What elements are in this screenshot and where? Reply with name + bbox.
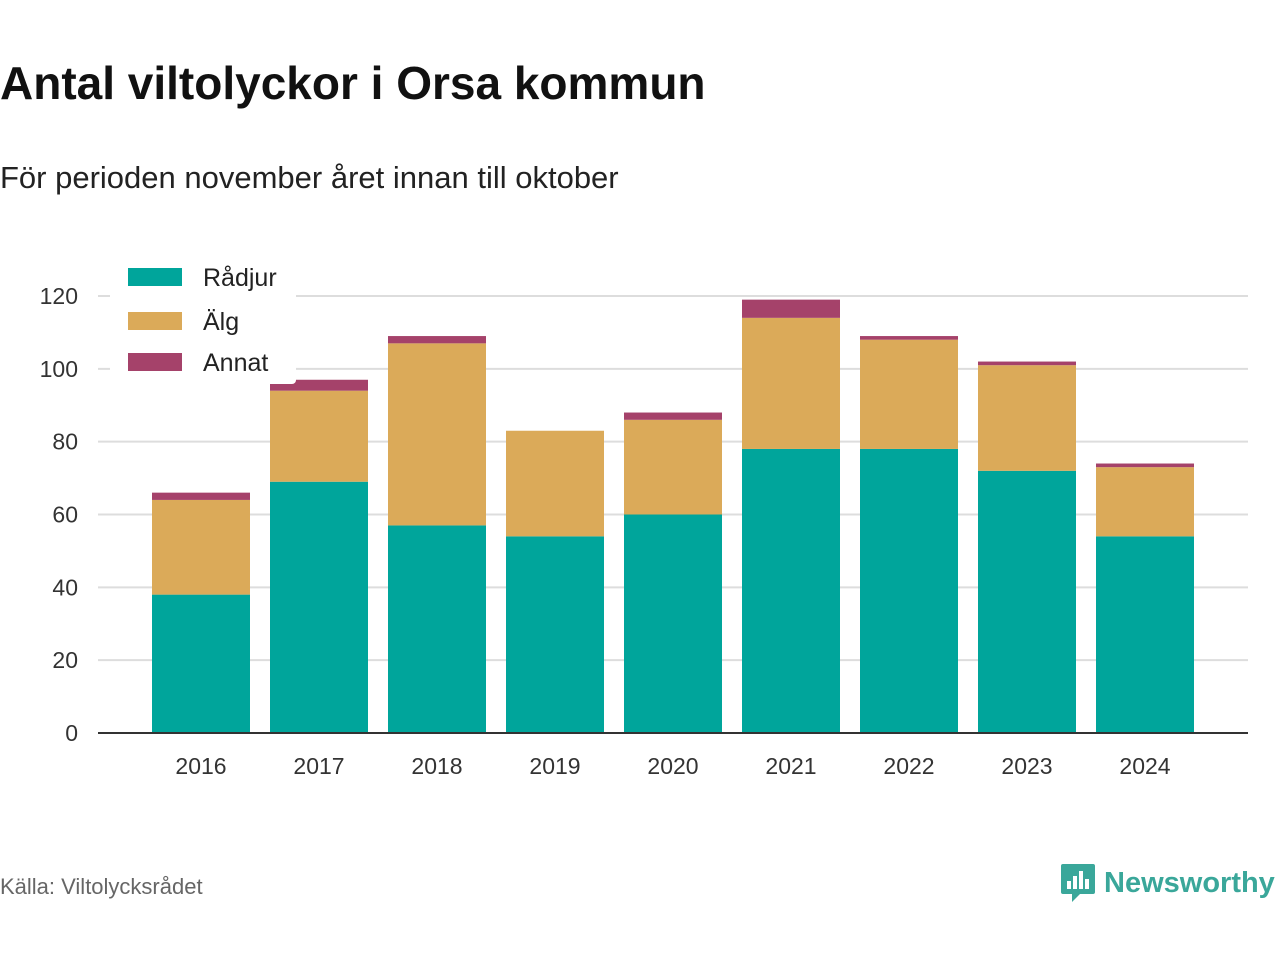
x-tick-label: 2017: [293, 753, 344, 779]
x-tick-label: 2024: [1119, 753, 1170, 779]
bar-segment-annat: [152, 492, 250, 500]
bar-segment-rådjur: [506, 536, 604, 733]
y-tick-label: 20: [52, 647, 78, 673]
bar-segment-älg: [388, 343, 486, 526]
bar-segment-annat: [1096, 463, 1194, 468]
bar-segment-älg: [1096, 467, 1194, 537]
bar-segment-annat: [860, 336, 958, 340]
source-note: Källa: Viltolycksrådet: [0, 874, 203, 899]
brand-logo: Newsworthy: [1060, 862, 1275, 904]
x-tick-label: 2021: [765, 753, 816, 779]
x-tick-label: 2022: [883, 753, 934, 779]
bar-segment-annat: [978, 361, 1076, 366]
bar-segment-annat: [742, 299, 840, 318]
legend-label: Älg: [203, 308, 239, 336]
bar-segment-rådjur: [152, 594, 250, 733]
bar-segment-annat: [624, 412, 722, 420]
x-tick-label: 2020: [647, 753, 698, 779]
bar-segment-rådjur: [978, 470, 1076, 733]
legend-swatch-älg: [128, 312, 182, 330]
y-tick-label: 100: [40, 356, 78, 382]
bar-segment-älg: [624, 419, 722, 515]
y-tick-label: 80: [52, 429, 78, 455]
newsworthy-logo-icon: [1061, 864, 1095, 902]
bar-segment-älg: [978, 365, 1076, 471]
bar-segment-rådjur: [860, 448, 958, 733]
bar-segment-rådjur: [742, 448, 840, 733]
x-tick-label: 2016: [175, 753, 226, 779]
bar-segment-älg: [152, 499, 250, 595]
bar-segment-älg: [506, 430, 604, 537]
y-tick-label: 120: [40, 283, 78, 309]
bar-segment-älg: [860, 339, 958, 449]
brand-name: Newsworthy: [1104, 866, 1275, 899]
bar-segment-rådjur: [624, 514, 722, 733]
bar-segment-rådjur: [270, 481, 368, 733]
x-tick-label: 2019: [529, 753, 580, 779]
y-tick-label: 60: [52, 502, 78, 528]
x-tick-label: 2018: [411, 753, 462, 779]
bar-segment-älg: [742, 317, 840, 449]
chart-subtitle: För perioden november året innan till ok…: [0, 160, 619, 195]
bar-segment-älg: [270, 390, 368, 482]
legend-swatch-annat: [128, 353, 182, 371]
bar-segment-annat: [388, 336, 486, 344]
y-tick-label: 0: [65, 720, 78, 746]
bar-segment-rådjur: [388, 525, 486, 733]
chart-title: Antal viltolyckor i Orsa kommun: [0, 57, 706, 109]
bar-segment-rådjur: [1096, 536, 1194, 733]
legend-label: Annat: [203, 349, 268, 377]
legend-label: Rådjur: [203, 264, 277, 292]
y-tick-label: 40: [52, 574, 78, 600]
x-tick-label: 2023: [1001, 753, 1052, 779]
bar-segment-annat: [270, 379, 368, 391]
legend-swatch-rådjur: [128, 268, 182, 286]
